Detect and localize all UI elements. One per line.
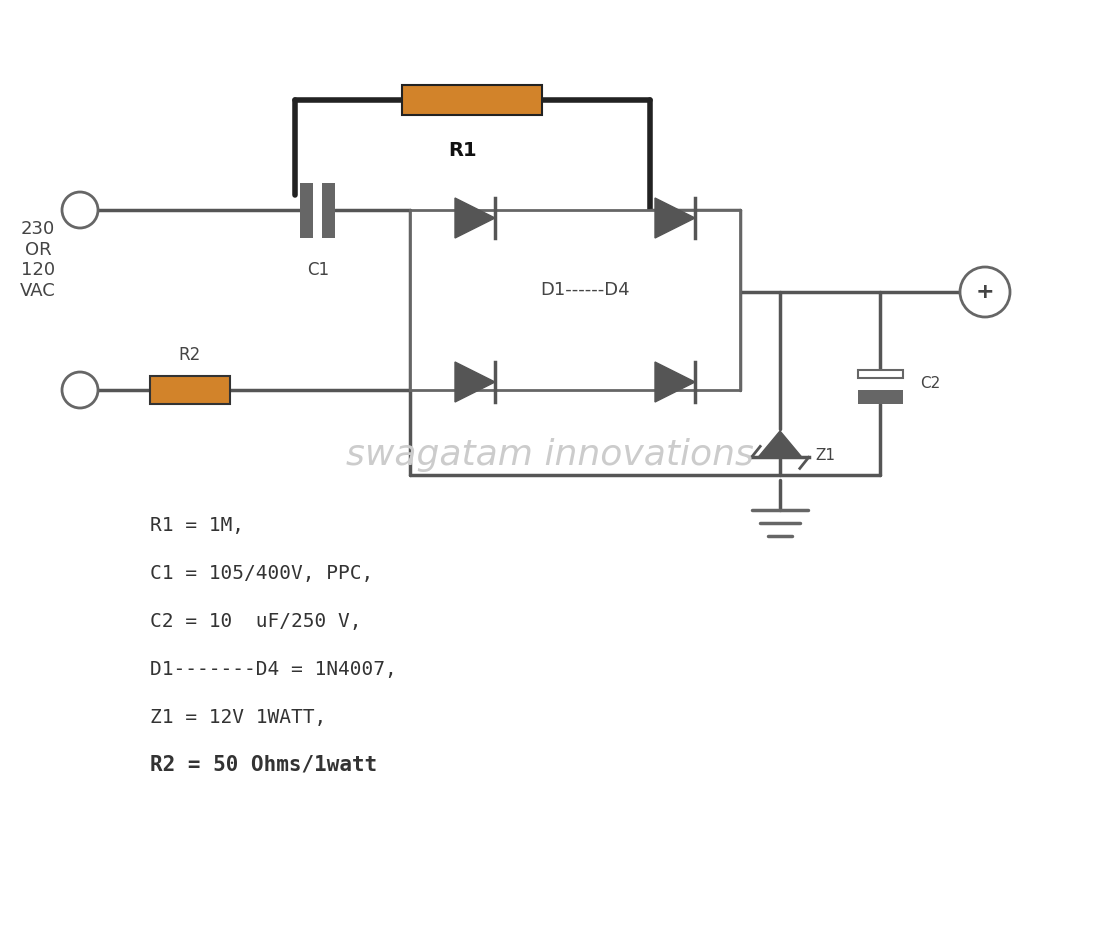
Text: C2: C2 <box>920 376 940 391</box>
Text: R2 = 50 Ohms/1watt: R2 = 50 Ohms/1watt <box>150 755 377 775</box>
Polygon shape <box>758 431 802 458</box>
Polygon shape <box>455 198 496 238</box>
Text: Z1 = 12V 1WATT,: Z1 = 12V 1WATT, <box>150 708 326 726</box>
Text: R1: R1 <box>449 140 477 160</box>
Text: C1: C1 <box>307 261 329 279</box>
Bar <box>857 369 903 378</box>
Bar <box>300 182 312 237</box>
Text: C1 = 105/400V, PPC,: C1 = 105/400V, PPC, <box>150 564 373 582</box>
Text: 230
OR
120
VAC: 230 OR 120 VAC <box>20 219 56 300</box>
Bar <box>857 390 903 404</box>
Text: D1-------D4 = 1N4007,: D1-------D4 = 1N4007, <box>150 659 397 679</box>
Bar <box>410 210 740 390</box>
Text: swagatam innovations: swagatam innovations <box>346 438 754 472</box>
Text: R2: R2 <box>179 346 201 364</box>
Text: C2 = 10  uF/250 V,: C2 = 10 uF/250 V, <box>150 612 362 631</box>
Bar <box>403 85 542 115</box>
Circle shape <box>62 192 98 228</box>
Polygon shape <box>455 362 496 402</box>
Text: +: + <box>975 282 994 302</box>
Circle shape <box>960 267 1010 317</box>
Text: R1 = 1M,: R1 = 1M, <box>150 515 244 535</box>
Text: D1------D4: D1------D4 <box>540 281 629 299</box>
Bar <box>150 376 230 404</box>
Text: Z1: Z1 <box>815 447 835 463</box>
Circle shape <box>62 372 98 408</box>
Polygon shape <box>655 198 695 238</box>
Bar <box>323 182 335 237</box>
Polygon shape <box>655 362 695 402</box>
